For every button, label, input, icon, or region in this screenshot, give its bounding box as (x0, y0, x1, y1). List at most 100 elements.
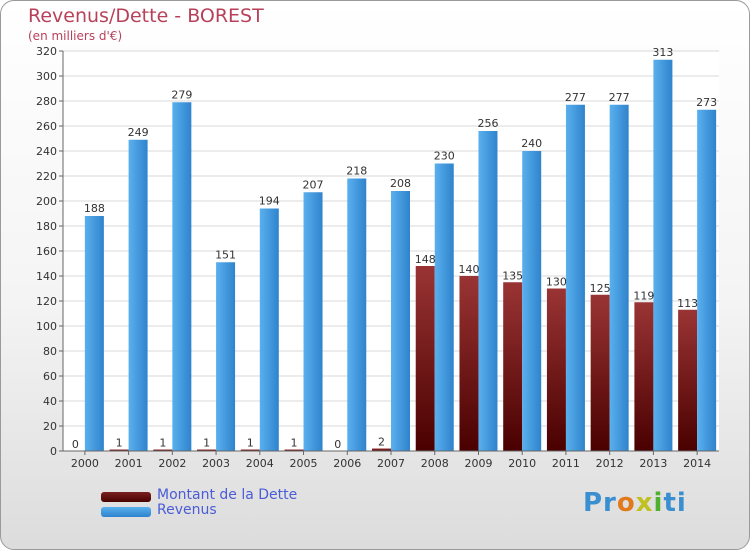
revenus-bar (653, 59, 673, 451)
debt-data-label: 1 (247, 437, 254, 450)
debt-data-label: 2 (378, 436, 385, 449)
y-tick-label: 0 (50, 445, 57, 458)
debt-bar (284, 449, 304, 451)
x-tick-label: 2004 (246, 457, 274, 470)
revenus-data-label: 277 (565, 91, 586, 104)
revenus-data-label: 151 (215, 248, 236, 261)
revenus-data-label: 194 (259, 195, 280, 208)
debt-data-label: 1 (159, 437, 166, 450)
data-labels: 0 188 1 249 1 279 1 151 1 194 1 207 0 218 2 208 148 230 14… (72, 46, 717, 451)
x-tick-label: 2007 (377, 457, 405, 470)
debt-bar (503, 282, 523, 451)
debt-data-label: 119 (633, 289, 654, 302)
y-tick-label: 260 (36, 120, 57, 133)
y-tick-label: 320 (36, 45, 57, 58)
legend-label-debt: Montant de la Dette (157, 487, 298, 503)
revenus-data-label: 249 (128, 126, 149, 139)
x-tick-label: 2001 (115, 457, 143, 470)
chart-subtitle: (en milliers d'€) (28, 29, 123, 43)
debt-bar (590, 294, 610, 451)
x-tick-label: 2003 (202, 457, 230, 470)
revenus-data-label: 188 (84, 202, 105, 215)
revenus-bar (347, 178, 367, 451)
x-tick-label: 2006 (333, 457, 361, 470)
revenus-bar (478, 131, 498, 451)
debt-data-label: 113 (677, 297, 698, 310)
chart-title: Revenus/Dette - BOREST (28, 5, 264, 27)
debt-data-label: 1 (291, 437, 298, 450)
revenus-bar (434, 163, 454, 451)
x-tick-label: 2005 (290, 457, 318, 470)
y-tick-label: 220 (36, 170, 57, 183)
revenus-bar (697, 109, 717, 451)
revenus-bar (128, 139, 148, 451)
debt-data-label: 125 (590, 282, 611, 295)
y-tick-label: 280 (36, 95, 57, 108)
legend-label-revenus: Revenus (157, 502, 217, 518)
y-tick-label: 60 (43, 370, 57, 383)
revenus-data-label: 256 (477, 117, 498, 130)
x-tick-label: 2009 (464, 457, 492, 470)
x-tick-label: 2008 (421, 457, 449, 470)
revenus-bar (84, 216, 104, 451)
revenus-data-label: 277 (609, 91, 630, 104)
revenus-data-label: 208 (390, 177, 411, 190)
legend-swatch-debt (101, 492, 151, 502)
x-tick-label: 2011 (552, 457, 580, 470)
debt-bar (109, 449, 129, 451)
debt-bar (240, 449, 260, 451)
debt-data-label: 1 (203, 437, 210, 450)
revenus-bar (522, 151, 542, 451)
debt-data-label: 148 (415, 253, 436, 266)
debt-bar (678, 309, 698, 451)
debt-data-label: 0 (334, 438, 341, 451)
revenus-data-label: 273 (696, 96, 717, 109)
debt-bar (153, 449, 173, 451)
revenus-bar (216, 262, 236, 451)
y-tick-label: 100 (36, 320, 57, 333)
x-tick-label: 2010 (508, 457, 536, 470)
revenus-bar (303, 192, 323, 451)
revenus-data-label: 230 (434, 150, 455, 163)
debt-bar (459, 276, 479, 451)
x-tick-label: 2013 (639, 457, 667, 470)
bars (84, 59, 717, 451)
debt-data-label: 0 (72, 438, 79, 451)
debt-bar (546, 288, 566, 451)
y-tick-label: 80 (43, 345, 57, 358)
proxiti-logo: Proxiti (583, 488, 687, 518)
revenus-data-label: 279 (171, 88, 192, 101)
legend-swatch-revenus (101, 507, 151, 517)
x-tick-label: 2012 (596, 457, 624, 470)
revenus-bar (391, 191, 410, 451)
x-tick-label: 2000 (71, 457, 99, 470)
y-tick-label: 160 (36, 245, 57, 258)
y-tick-label: 120 (36, 295, 57, 308)
revenus-data-label: 240 (521, 137, 542, 150)
debt-data-label: 135 (502, 269, 523, 282)
y-tick-label: 300 (36, 70, 57, 83)
debt-bar (415, 266, 435, 451)
revenus-data-label: 207 (303, 178, 324, 191)
debt-data-label: 140 (458, 263, 479, 276)
x-tick-label: 2014 (683, 457, 711, 470)
debt-bar (197, 449, 217, 451)
revenus-data-label: 218 (346, 165, 367, 178)
revenus-bar (172, 102, 192, 451)
debt-bar (634, 302, 654, 451)
debt-bar (372, 448, 391, 451)
revenus-bar (565, 104, 585, 451)
revenus-bar (259, 208, 279, 451)
y-tick-label: 240 (36, 145, 57, 158)
debt-data-label: 1 (116, 437, 123, 450)
x-tick-label: 2002 (158, 457, 186, 470)
axes: 0204060801001201401601802002202402602803… (36, 45, 719, 470)
y-tick-label: 20 (43, 420, 57, 433)
y-tick-label: 140 (36, 270, 57, 283)
y-tick-label: 40 (43, 395, 57, 408)
revenus-bar (609, 104, 629, 451)
y-tick-label: 200 (36, 195, 57, 208)
y-tick-label: 180 (36, 220, 57, 233)
